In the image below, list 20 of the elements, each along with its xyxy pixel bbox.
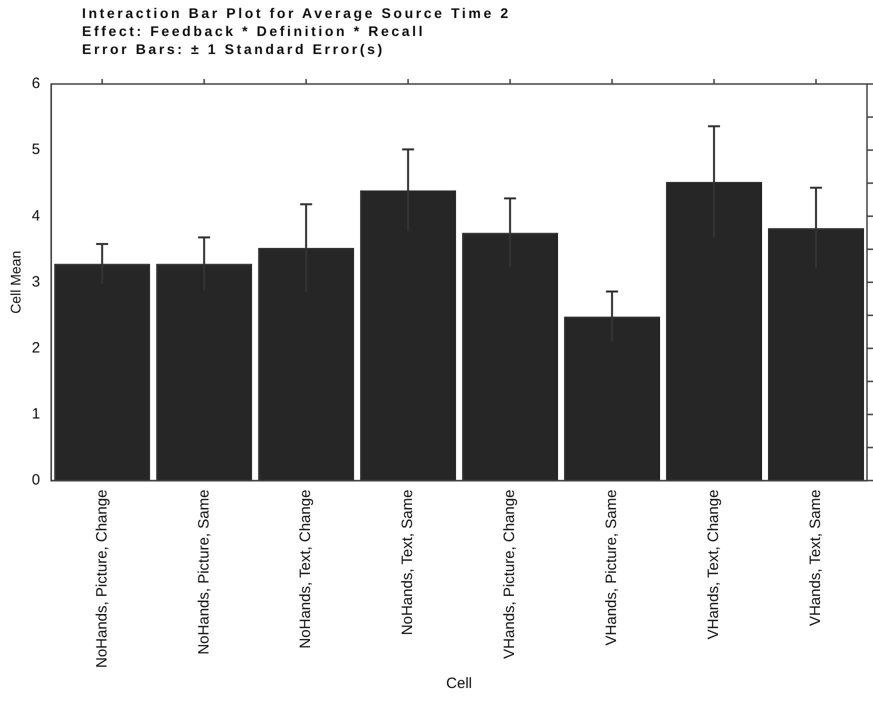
x-tick-label: NoHands, Picture, Change — [93, 490, 110, 668]
y-tick-label: 3 — [32, 273, 40, 290]
x-tick-label: NoHands, Text, Change — [297, 490, 314, 649]
y-tick-label: 6 — [32, 75, 40, 92]
y-axis-title: Cell Mean — [7, 250, 24, 314]
chart-subtitle: Effect: Feedback * Definition * Recall — [82, 22, 426, 40]
y-tick-label: 0 — [32, 472, 40, 489]
y-tick-label: 5 — [32, 141, 40, 158]
x-tick-label: NoHands, Picture, Same — [195, 490, 212, 655]
text: Error Bars: ± 1 Standard Error(s) — [82, 40, 386, 58]
y-tick-label: 2 — [32, 340, 40, 357]
x-tick-label: NoHands, Text, Same — [399, 490, 416, 636]
y-tick-label: 4 — [32, 207, 40, 224]
x-axis-title: Cell — [446, 675, 472, 692]
y-tick-label: 1 — [32, 406, 40, 423]
x-tick-label: VHands, Picture, Same — [603, 490, 620, 646]
x-tick-label: VHands, Text, Same — [807, 490, 824, 626]
x-tick-label: VHands, Picture, Change — [501, 490, 518, 659]
chart-title: Interaction Bar Plot for Average Source Time 2 — [82, 4, 511, 22]
x-tick-label: VHands, Text, Change — [705, 490, 722, 640]
